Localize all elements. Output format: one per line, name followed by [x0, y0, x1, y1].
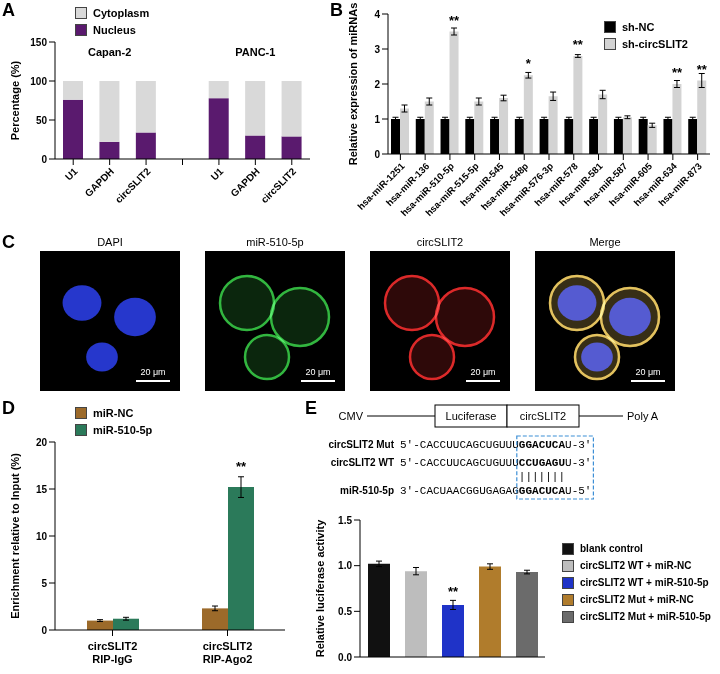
html-text:C: C	[2, 232, 15, 252]
svg-text:5'-CACCUUCAGCUGUUUCCUGAGUU-3': 5'-CACCUUCAGCUGUUUCCUGAGUU-3'	[400, 457, 591, 469]
svg-text:3: 3	[374, 44, 380, 55]
svg-text:circSLIT2: circSLIT2	[520, 410, 566, 422]
svg-text:hsa-miR-605: hsa-miR-605	[606, 160, 655, 209]
svg-text:U1: U1	[63, 165, 80, 182]
svg-text:hsa-miR-136: hsa-miR-136	[383, 160, 432, 209]
svg-text:5'-CACCUUCAGCUGUUUGGACUCAU-3': 5'-CACCUUCAGCUGUUUGGACUCAU-3'	[400, 439, 591, 451]
html-text:A: A	[2, 0, 15, 20]
html-text:sh-NC: sh-NC	[622, 20, 655, 33]
svg-text:hsa-miR-587: hsa-miR-587	[581, 160, 630, 209]
svg-text:0.5: 0.5	[338, 606, 352, 617]
svg-text:Luciferase: Luciferase	[446, 410, 497, 422]
svg-text:1: 1	[374, 114, 380, 125]
svg-text:hsa-miR-510-5p: hsa-miR-510-5p	[398, 160, 457, 219]
svg-text:Relative luciferase activity: Relative luciferase activity	[314, 519, 326, 657]
svg-text:0: 0	[374, 149, 380, 160]
svg-text:**: **	[236, 459, 247, 474]
svg-text:10: 10	[36, 531, 48, 542]
svg-text:circSLIT2: circSLIT2	[113, 165, 153, 205]
svg-text:circSLIT2RIP-IgG: circSLIT2RIP-IgG	[88, 640, 138, 665]
svg-text:*: *	[526, 56, 532, 71]
svg-text:3'-CACUAACGGUGAGAGGGACUCAU-5': 3'-CACUAACGGUGAGAGGGACUCAU-5'	[400, 485, 591, 497]
html-text:B: B	[330, 0, 343, 20]
svg-text:CMV: CMV	[339, 410, 364, 422]
svg-text:0: 0	[41, 154, 47, 165]
svg-text:20 μm: 20 μm	[470, 367, 495, 377]
svg-text:1.5: 1.5	[338, 515, 352, 526]
svg-text:0: 0	[41, 625, 47, 636]
svg-text:**: **	[448, 584, 459, 599]
svg-text:hsa-miR-581: hsa-miR-581	[557, 160, 605, 209]
svg-text:**: **	[449, 13, 460, 28]
svg-text:Relative expression of miRNAs: Relative expression of miRNAs	[347, 3, 359, 166]
svg-text:GAPDH: GAPDH	[228, 166, 261, 199]
html-text:DAPI: DAPI	[97, 236, 123, 248]
svg-text:5: 5	[41, 578, 47, 589]
html-text:miR-NC: miR-NC	[93, 406, 134, 419]
html-text:Capan-2: Capan-2	[87, 46, 132, 58]
html-text:PANC-1: PANC-1	[235, 46, 276, 58]
svg-text:Percentage (%): Percentage (%)	[9, 60, 21, 140]
svg-text:1.0: 1.0	[338, 560, 352, 571]
svg-text:hsa-miR-548p: hsa-miR-548p	[478, 160, 531, 213]
svg-text:hsa-miR-634: hsa-miR-634	[631, 160, 679, 209]
svg-text:**: **	[573, 37, 584, 52]
svg-text:20 μm: 20 μm	[140, 367, 165, 377]
svg-text:**: **	[697, 62, 708, 77]
svg-text:U1: U1	[209, 165, 226, 182]
svg-text:2: 2	[374, 79, 380, 90]
svg-text:20: 20	[36, 437, 48, 448]
html-text:miR-510-5p: miR-510-5p	[93, 423, 153, 436]
svg-text:hsa-miR-1251: hsa-miR-1251	[355, 160, 407, 212]
html-text:circSLIT2 Mut + miR-NC: circSLIT2 Mut + miR-NC	[580, 594, 694, 605]
html-text:Merge: Merge	[589, 236, 621, 248]
svg-text:circSLIT2 Mut: circSLIT2 Mut	[328, 439, 394, 450]
svg-text:Enrichment relative to Input (: Enrichment relative to Input (%)	[9, 453, 21, 619]
svg-text:circSLIT2RIP-Ago2: circSLIT2RIP-Ago2	[203, 640, 253, 665]
html-text:circSLIT2 WT + miR-NC: circSLIT2 WT + miR-NC	[580, 560, 692, 571]
svg-text:**: **	[672, 65, 683, 80]
svg-text:20 μm: 20 μm	[305, 367, 330, 377]
html-text:blank control: blank control	[580, 543, 643, 554]
svg-text:circSLIT2 WT: circSLIT2 WT	[331, 457, 394, 468]
svg-text:hsa-miR-576-3p: hsa-miR-576-3p	[497, 160, 556, 219]
svg-text:|||||||: |||||||	[519, 471, 565, 483]
html-text:E: E	[305, 398, 317, 418]
svg-text:150: 150	[30, 37, 47, 48]
html-text:Cytoplasm: Cytoplasm	[93, 6, 150, 19]
svg-text:Poly A: Poly A	[627, 410, 659, 422]
svg-text:hsa-miR-545: hsa-miR-545	[457, 160, 506, 209]
html-text:circSLIT2: circSLIT2	[416, 236, 464, 248]
html-text:circSLIT2 Mut + miR-510-5p: circSLIT2 Mut + miR-510-5p	[580, 611, 711, 622]
html-text:miR-510-5p: miR-510-5p	[246, 236, 304, 248]
html-text:circSLIT2 WT + miR-510-5p: circSLIT2 WT + miR-510-5p	[580, 577, 709, 588]
svg-text:100: 100	[30, 76, 47, 87]
svg-text:hsa-miR-578: hsa-miR-578	[532, 160, 580, 209]
svg-text:miR-510-5p: miR-510-5p	[340, 485, 394, 496]
html-text:Nucleus: Nucleus	[93, 23, 136, 36]
svg-text:hsa-miR-873: hsa-miR-873	[656, 160, 704, 208]
svg-text:15: 15	[36, 484, 48, 495]
html-text:sh-circSLIT2: sh-circSLIT2	[622, 37, 688, 50]
svg-text:GAPDH: GAPDH	[83, 166, 116, 199]
svg-text:circSLIT2: circSLIT2	[259, 165, 299, 205]
svg-text:50: 50	[36, 115, 48, 126]
svg-text:4: 4	[374, 9, 380, 20]
svg-text:hsa-miR-515-5p: hsa-miR-515-5p	[423, 160, 481, 219]
svg-text:20 μm: 20 μm	[635, 367, 660, 377]
html-text:D: D	[2, 398, 15, 418]
svg-text:0.0: 0.0	[338, 652, 352, 663]
